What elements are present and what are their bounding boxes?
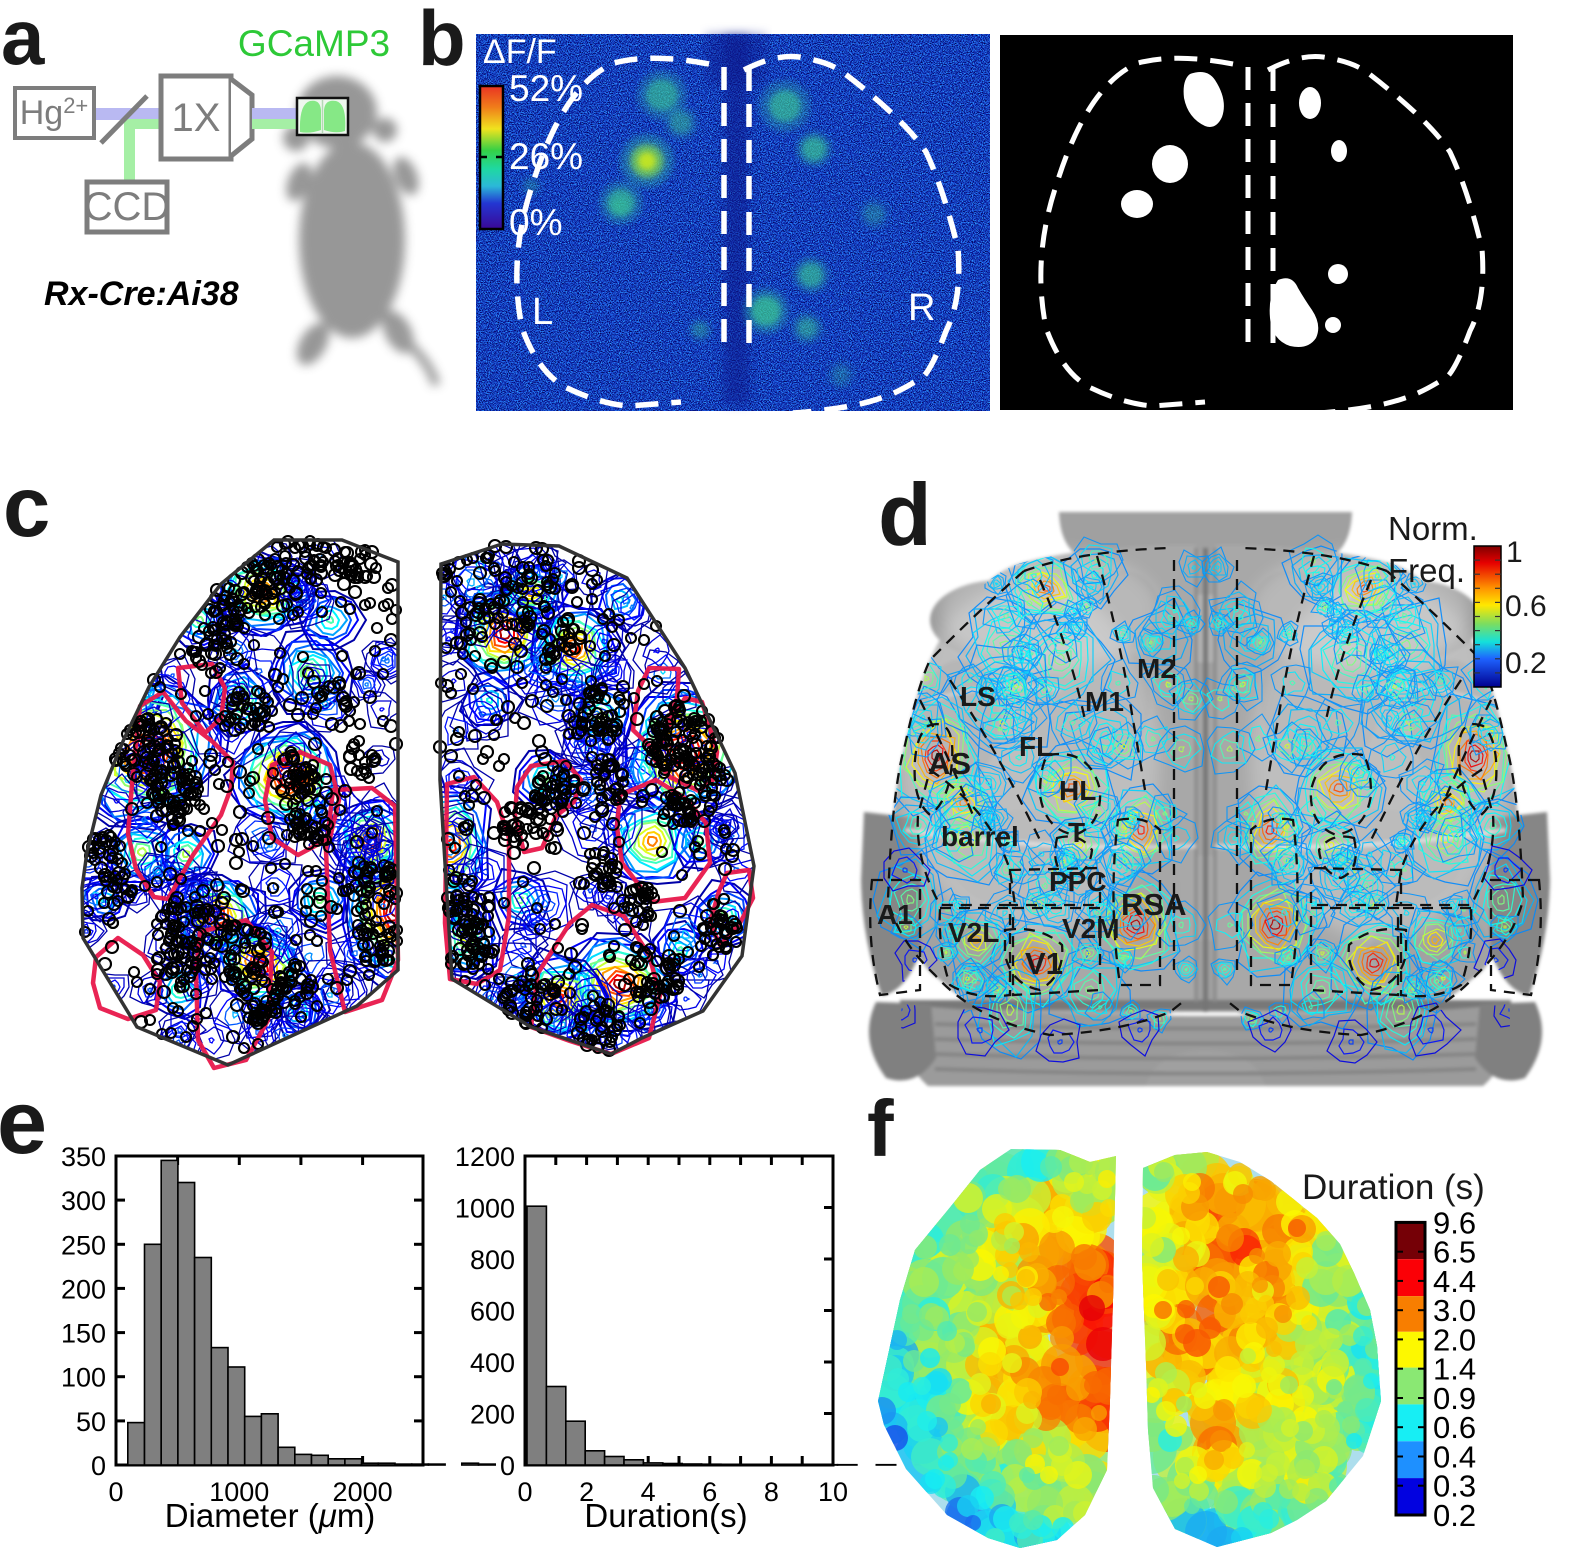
svg-text:c: c — [3, 460, 50, 555]
svg-text:b: b — [418, 0, 466, 82]
svg-text:Duration(s): Duration(s) — [584, 1497, 747, 1534]
svg-text:V2M: V2M — [1062, 913, 1120, 944]
svg-text:800: 800 — [470, 1245, 515, 1275]
svg-text:4: 4 — [641, 1477, 656, 1507]
svg-text:0.9: 0.9 — [1433, 1381, 1476, 1416]
svg-text:barrel: barrel — [941, 821, 1019, 852]
svg-text:350: 350 — [61, 1142, 106, 1172]
svg-text:0: 0 — [108, 1477, 123, 1507]
svg-text:GCaMP3: GCaMP3 — [238, 23, 390, 64]
svg-text:1: 1 — [1506, 536, 1523, 569]
svg-text:0.6: 0.6 — [1433, 1410, 1476, 1445]
svg-text:1200: 1200 — [455, 1142, 515, 1172]
svg-text:V1: V1 — [1025, 946, 1063, 981]
svg-text:50: 50 — [76, 1407, 106, 1437]
svg-text:0.6: 0.6 — [1505, 590, 1547, 623]
svg-text:0.3: 0.3 — [1433, 1469, 1476, 1504]
svg-text:0: 0 — [500, 1451, 515, 1481]
svg-text:e: e — [0, 1073, 47, 1173]
svg-text:150: 150 — [61, 1319, 106, 1349]
svg-text:PPC: PPC — [1049, 866, 1107, 897]
svg-text:a: a — [1, 0, 45, 81]
svg-text:52%: 52% — [509, 68, 583, 109]
svg-text:1X: 1X — [172, 96, 221, 140]
svg-text:0: 0 — [91, 1451, 106, 1481]
svg-text:4.4: 4.4 — [1433, 1264, 1476, 1299]
svg-text:Hg2+: Hg2+ — [20, 93, 89, 132]
svg-text:0.4: 0.4 — [1433, 1440, 1476, 1475]
svg-text:6: 6 — [702, 1477, 717, 1507]
svg-text:250: 250 — [61, 1230, 106, 1260]
svg-text:2: 2 — [579, 1477, 594, 1507]
svg-text:Diameter (μm): Diameter (μm) — [165, 1497, 376, 1534]
svg-text:0.2: 0.2 — [1433, 1498, 1476, 1533]
svg-text:L: L — [532, 291, 553, 333]
svg-text:LS: LS — [960, 681, 996, 712]
svg-text:R: R — [908, 287, 935, 329]
svg-text:300: 300 — [61, 1186, 106, 1216]
svg-text:10: 10 — [818, 1477, 848, 1507]
svg-text:3.0: 3.0 — [1433, 1293, 1476, 1328]
svg-text:1.4: 1.4 — [1433, 1352, 1476, 1387]
svg-text:2.0: 2.0 — [1433, 1322, 1476, 1357]
svg-text:d: d — [878, 465, 932, 564]
svg-text:ΔF/F: ΔF/F — [483, 33, 557, 71]
svg-text:0%: 0% — [509, 202, 562, 243]
svg-text:200: 200 — [61, 1274, 106, 1304]
svg-text:26%: 26% — [509, 136, 583, 177]
svg-text:T: T — [1068, 817, 1085, 848]
svg-text:6.5: 6.5 — [1433, 1235, 1476, 1270]
svg-text:200: 200 — [470, 1400, 515, 1430]
svg-text:A1: A1 — [877, 899, 913, 930]
svg-text:M2: M2 — [1137, 653, 1176, 684]
svg-text:AS: AS — [928, 746, 971, 781]
svg-text:0.2: 0.2 — [1505, 647, 1547, 680]
svg-text:V2L: V2L — [948, 917, 999, 948]
svg-text:HL: HL — [1059, 775, 1096, 806]
svg-text:9.6: 9.6 — [1433, 1205, 1476, 1240]
svg-text:Duration (s): Duration (s) — [1302, 1168, 1485, 1207]
svg-text:1000: 1000 — [209, 1477, 269, 1507]
svg-text:2000: 2000 — [333, 1477, 393, 1507]
svg-text:f: f — [867, 1084, 894, 1173]
svg-text:FL: FL — [1019, 731, 1053, 762]
svg-text:Rx-Cre:Ai38: Rx-Cre:Ai38 — [44, 275, 239, 313]
svg-text:600: 600 — [470, 1297, 515, 1327]
svg-text:Norm.: Norm. — [1388, 510, 1478, 547]
svg-text:RSA: RSA — [1121, 887, 1186, 922]
svg-text:1000: 1000 — [455, 1194, 515, 1224]
svg-text:400: 400 — [470, 1348, 515, 1378]
svg-text:Freq.: Freq. — [1388, 552, 1465, 589]
svg-text:100: 100 — [61, 1363, 106, 1393]
svg-text:0: 0 — [517, 1477, 532, 1507]
svg-text:M1: M1 — [1085, 686, 1124, 717]
svg-text:8: 8 — [764, 1477, 779, 1507]
svg-text:CCD: CCD — [84, 185, 171, 229]
